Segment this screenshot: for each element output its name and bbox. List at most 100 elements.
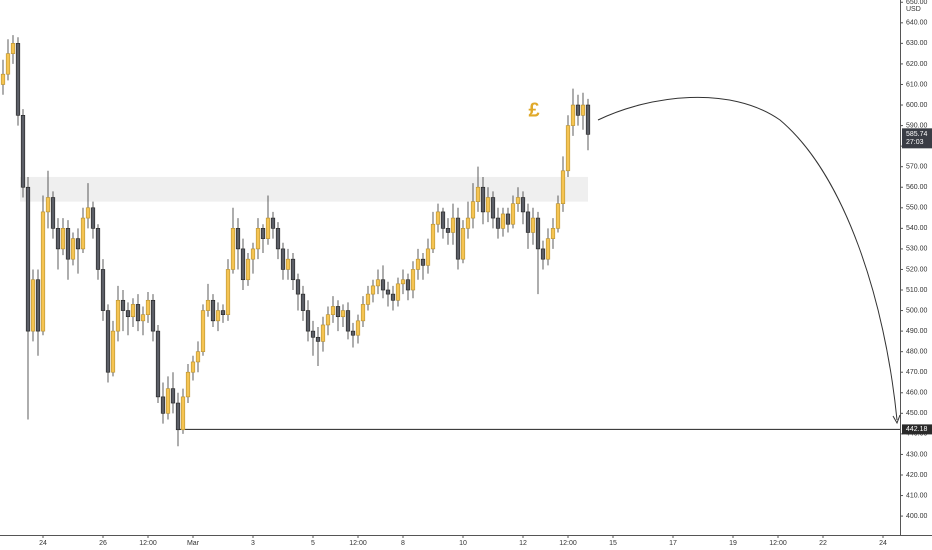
candle-body (510, 203, 516, 225)
candle-body (545, 238, 551, 260)
candle-body (415, 258, 421, 270)
candle-body (305, 310, 311, 332)
x-tick-label: 19 (729, 540, 737, 547)
candle-body (350, 330, 356, 336)
candle-body (390, 293, 396, 301)
candle-body (255, 228, 261, 250)
y-tick-label: 420.00 (906, 472, 928, 479)
candle-body (385, 289, 391, 295)
candle-body (585, 104, 591, 135)
candle-body (540, 248, 546, 260)
y-tick-label: 400.00 (906, 513, 928, 520)
candle-body (400, 279, 406, 285)
candle-body (60, 228, 66, 250)
last-price-box (902, 128, 932, 149)
candle-body (110, 330, 116, 373)
y-tick-label: 610.00 (906, 81, 928, 88)
arrow-head (892, 414, 901, 425)
candle-body (480, 186, 486, 213)
candle-body (45, 197, 51, 213)
candle-body (455, 217, 461, 260)
candle-body (260, 228, 266, 239)
candle-body (85, 207, 91, 219)
y-tick-label: 500.00 (906, 307, 928, 314)
candle-body (135, 304, 141, 322)
candle-body (30, 279, 36, 332)
candle-body (140, 314, 146, 322)
x-tick-label: 8 (401, 540, 405, 547)
candle-body (250, 248, 256, 260)
x-tick-label: 15 (609, 540, 617, 547)
candle-body (475, 186, 481, 202)
resistance-zone (20, 176, 588, 202)
candle-body (295, 279, 301, 295)
candle-body (345, 310, 351, 332)
y-tick-label: 530.00 (906, 246, 928, 253)
candle-body (560, 170, 566, 204)
candle-body (550, 228, 556, 239)
candle-body (360, 304, 366, 322)
candle-body (25, 186, 31, 332)
level-box (902, 424, 932, 435)
candle-body (95, 228, 101, 270)
y-tick-label: 640.00 (906, 20, 928, 27)
countdown-label: 27:03 (906, 139, 924, 146)
candle-body (155, 330, 161, 398)
candle-body (380, 279, 386, 291)
y-tick-label: 480.00 (906, 349, 928, 356)
candle-body (5, 53, 11, 75)
candle-body (130, 304, 136, 318)
candle-body (535, 217, 541, 250)
y-tick-label: 590.00 (906, 122, 928, 129)
candle-body (165, 388, 171, 414)
y-tick-label: 470.00 (906, 369, 928, 376)
candle-body (465, 217, 471, 229)
candle-body (270, 217, 276, 229)
candle-body (525, 211, 531, 233)
annotation: £ (528, 99, 539, 121)
candle-body (290, 258, 296, 281)
candle-body (40, 211, 46, 332)
candle-body (10, 43, 16, 54)
candle-body (575, 104, 581, 116)
candle-body (490, 197, 496, 219)
candle-body (515, 197, 521, 204)
candle-body (570, 104, 576, 126)
candle-body (20, 115, 26, 188)
y-tick-label: 600.00 (906, 102, 928, 109)
candle-body (215, 310, 221, 322)
candle-body (495, 217, 501, 229)
x-tick-label: 24 (39, 540, 47, 547)
level-label: 442.18 (906, 426, 928, 433)
candle-body (410, 269, 416, 291)
candle-body (170, 388, 176, 404)
y-tick-label: 430.00 (906, 451, 928, 458)
candle-body (70, 238, 76, 260)
candle-body (310, 330, 316, 338)
x-tick-label: 12:00 (139, 540, 157, 547)
candle-body (470, 201, 476, 219)
candle-body (0, 73, 6, 85)
x-tick-label: 12 (519, 540, 527, 547)
candle-body (200, 310, 206, 352)
x-tick-label: 12:00 (559, 540, 577, 547)
y-tick-label: 560.00 (906, 184, 928, 191)
candle-body (505, 213, 511, 225)
x-tick-label: 24 (879, 540, 887, 547)
candle-body (235, 228, 241, 250)
candle-body (115, 299, 121, 332)
candle-body (245, 258, 251, 281)
y-tick-label: 570.00 (906, 164, 928, 171)
candle-body (530, 217, 536, 233)
candle-body (445, 228, 451, 233)
candle-body (120, 299, 126, 311)
candle-body (55, 228, 61, 250)
y-tick-label: 550.00 (906, 205, 928, 212)
candle-body (105, 310, 111, 373)
candle-body (15, 43, 21, 116)
candle-body (425, 248, 431, 266)
projection-arrow (597, 96, 898, 421)
